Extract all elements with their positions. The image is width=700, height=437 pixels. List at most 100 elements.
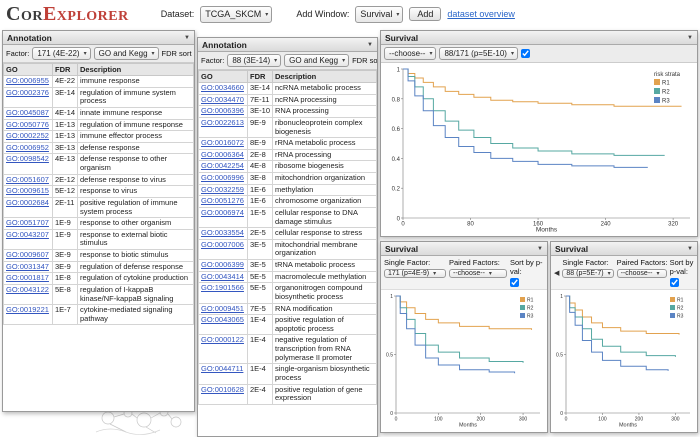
go-term-link[interactable]: GO:0009615 bbox=[6, 186, 49, 195]
paired-factor-select[interactable]: --choose-- ▾ bbox=[617, 269, 667, 278]
column-header-fdr[interactable]: FDR bbox=[248, 71, 273, 83]
dataset-overview-link[interactable]: dataset overview bbox=[447, 9, 515, 19]
table-row: GO:00432071E-9response to external bioti… bbox=[4, 229, 194, 249]
chevron-down-icon: ▾ bbox=[396, 11, 399, 18]
table-row: GO:00069741E-5cellular response to DNA d… bbox=[199, 207, 377, 227]
factor-select[interactable]: 171 (4E-22) ▾ bbox=[32, 47, 90, 60]
svg-text:risk strata: risk strata bbox=[654, 72, 681, 78]
go-term-link[interactable]: GO:0009607 bbox=[6, 250, 49, 259]
sort-by-pval-checkbox[interactable] bbox=[521, 49, 530, 58]
add-button[interactable]: Add bbox=[409, 7, 441, 21]
chevron-down-icon[interactable]: ▼ bbox=[687, 35, 693, 41]
svg-text:200: 200 bbox=[477, 417, 486, 423]
go-term-link[interactable]: GO:0006399 bbox=[201, 260, 244, 269]
go-term-link[interactable]: GO:0043122 bbox=[6, 285, 49, 294]
go-term-link[interactable]: GO:0098542 bbox=[6, 154, 49, 163]
svg-text:R1: R1 bbox=[527, 298, 534, 304]
svg-text:0: 0 bbox=[401, 222, 405, 228]
go-term-link[interactable]: GO:0031347 bbox=[6, 262, 49, 271]
sort-by-pval-checkbox[interactable] bbox=[510, 278, 519, 287]
add-window-select[interactable]: Survival ▾ bbox=[355, 6, 403, 23]
go-term-link[interactable]: GO:0006396 bbox=[201, 106, 244, 115]
go-term-link[interactable]: GO:0032259 bbox=[201, 185, 244, 194]
go-term-link[interactable]: GO:0009451 bbox=[201, 304, 244, 313]
svg-text:0: 0 bbox=[565, 417, 568, 423]
chevron-down-icon[interactable]: ▼ bbox=[184, 35, 190, 41]
table-row: GO:00063993E-5tRNA metabolic process bbox=[199, 260, 377, 272]
svg-text:0: 0 bbox=[395, 417, 398, 423]
table-row: GO:19015665E-5organonitrogen compound bi… bbox=[199, 283, 377, 303]
ontology-select[interactable]: GO and Kegg ▾ bbox=[94, 47, 159, 60]
go-term-link[interactable]: GO:0051607 bbox=[6, 175, 49, 184]
go-term-link[interactable]: GO:0034470 bbox=[201, 95, 244, 104]
table-row: GO:00192211E-7cytokine-mediated signalin… bbox=[4, 305, 194, 325]
go-term-link[interactable]: GO:0043065 bbox=[201, 315, 244, 324]
go-term-link[interactable]: GO:0007006 bbox=[201, 240, 244, 249]
go-term-link[interactable]: GO:0044711 bbox=[201, 364, 243, 373]
go-term-link[interactable]: GO:0051707 bbox=[6, 218, 49, 227]
chevron-down-icon[interactable]: ▼ bbox=[367, 42, 373, 48]
paired-factor-select[interactable]: --choose-- ▾ bbox=[449, 269, 507, 278]
chevron-down-icon: ▾ bbox=[429, 50, 432, 57]
app-logo[interactable]: CorExplorer bbox=[6, 3, 129, 26]
table-header-row: GO FDR Description bbox=[199, 71, 377, 83]
go-term-link[interactable]: GO:0019221 bbox=[6, 305, 49, 314]
go-term-link[interactable]: GO:0043207 bbox=[6, 230, 49, 239]
window-titlebar[interactable]: Annotation ▼ bbox=[198, 38, 377, 52]
go-term-link[interactable]: GO:0006952 bbox=[6, 143, 49, 152]
go-term-link[interactable]: GO:0001817 bbox=[6, 273, 49, 282]
go-term-link[interactable]: GO:0010628 bbox=[201, 385, 244, 394]
svg-text:0: 0 bbox=[397, 217, 401, 223]
window-title: Survival bbox=[385, 33, 418, 43]
column-header-fdr[interactable]: FDR bbox=[53, 64, 78, 76]
window-titlebar[interactable]: Survival ▼ bbox=[381, 31, 697, 45]
table-row: GO:00069554E-22immune response bbox=[4, 76, 194, 88]
window-titlebar[interactable]: Survival ▼ bbox=[551, 242, 697, 256]
column-header-go[interactable]: GO bbox=[4, 64, 53, 76]
go-term-link[interactable]: GO:0006996 bbox=[201, 173, 244, 182]
factor-label: Factor: bbox=[6, 49, 29, 58]
chevron-down-icon[interactable]: ▼ bbox=[687, 246, 693, 252]
window-titlebar[interactable]: Annotation ▼ bbox=[3, 31, 194, 45]
go-term-link[interactable]: GO:0051276 bbox=[201, 196, 244, 205]
svg-text:0.2: 0.2 bbox=[392, 187, 401, 193]
survival-controls: ◀ Single Factor: 88 (p=5E-7) ▾ Paired Fa… bbox=[551, 256, 697, 290]
go-term-link[interactable]: GO:0002684 bbox=[6, 198, 49, 207]
sort-by-pval-checkbox[interactable] bbox=[670, 278, 679, 287]
factor-select[interactable]: 88 (3E-14) ▾ bbox=[227, 54, 281, 67]
single-factor-select[interactable]: 88 (p=5E-7) ▾ bbox=[562, 269, 613, 278]
go-term-link[interactable]: GO:0016072 bbox=[201, 138, 244, 147]
single-factor-select-value: 88 (p=5E-7) bbox=[566, 270, 603, 277]
go-term-link[interactable]: GO:0006364 bbox=[201, 150, 244, 159]
paired-factor-select-value: --choose-- bbox=[453, 270, 485, 277]
single-factor-select[interactable]: --choose-- ▾ bbox=[384, 47, 436, 60]
svg-text:R3: R3 bbox=[527, 314, 534, 320]
go-term-link[interactable]: GO:0033554 bbox=[201, 228, 244, 237]
column-header-go[interactable]: GO bbox=[199, 71, 248, 83]
collapse-left-icon[interactable]: ◀ bbox=[554, 269, 559, 277]
table-row: GO:00450874E-14innate immune response bbox=[4, 107, 194, 119]
table-row: GO:00507761E-13regulation of immune resp… bbox=[4, 119, 194, 131]
ontology-select[interactable]: GO and Kegg ▾ bbox=[284, 54, 349, 67]
chevron-down-icon[interactable]: ▼ bbox=[537, 246, 543, 252]
go-term-link[interactable]: GO:0043414 bbox=[201, 272, 244, 281]
go-term-link[interactable]: GO:0045087 bbox=[6, 108, 49, 117]
window-titlebar[interactable]: Survival ▼ bbox=[381, 242, 547, 256]
column-header-description[interactable]: Description bbox=[273, 71, 377, 83]
single-factor-select[interactable]: 171 (p=4E-9) ▾ bbox=[384, 269, 446, 278]
go-term-link[interactable]: GO:1901566 bbox=[201, 283, 244, 292]
go-term-link[interactable]: GO:0006974 bbox=[201, 208, 244, 217]
dataset-select[interactable]: TCGA_SKCM ▾ bbox=[200, 6, 272, 23]
go-term-link[interactable]: GO:0000122 bbox=[201, 335, 244, 344]
go-term-link[interactable]: GO:0022613 bbox=[201, 118, 244, 127]
column-header-description[interactable]: Description bbox=[78, 64, 194, 76]
go-term-link[interactable]: GO:0050776 bbox=[6, 120, 49, 129]
go-term-link[interactable]: GO:0042254 bbox=[201, 161, 244, 170]
ontology-select-value: GO and Kegg bbox=[289, 56, 338, 65]
go-term-link[interactable]: GO:0002252 bbox=[6, 131, 49, 140]
annotation-controls: Factor: 88 (3E-14) ▾ GO and Kegg ▾ FDR s… bbox=[198, 52, 377, 70]
go-term-link[interactable]: GO:0006955 bbox=[6, 76, 49, 85]
paired-factor-select[interactable]: 88/171 (p=5E-10) ▾ bbox=[439, 47, 518, 60]
go-term-link[interactable]: GO:0034660 bbox=[201, 83, 244, 92]
go-term-link[interactable]: GO:0002376 bbox=[6, 88, 49, 97]
